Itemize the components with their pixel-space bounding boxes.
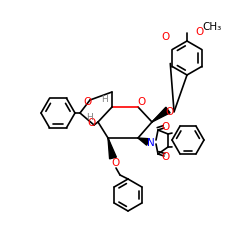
Text: O: O	[111, 158, 119, 168]
Text: H: H	[101, 94, 108, 104]
Text: H: H	[86, 112, 93, 122]
Text: O: O	[166, 107, 174, 117]
Text: N: N	[147, 138, 155, 148]
Text: CH₃: CH₃	[202, 22, 222, 32]
Text: O: O	[162, 32, 170, 42]
Polygon shape	[138, 138, 149, 145]
Text: O: O	[137, 97, 145, 107]
Polygon shape	[152, 107, 170, 122]
Text: O: O	[87, 118, 95, 128]
Text: O: O	[195, 27, 203, 37]
Text: O: O	[83, 97, 91, 107]
Polygon shape	[108, 138, 116, 159]
Text: O: O	[162, 122, 170, 132]
Text: O: O	[162, 152, 170, 162]
